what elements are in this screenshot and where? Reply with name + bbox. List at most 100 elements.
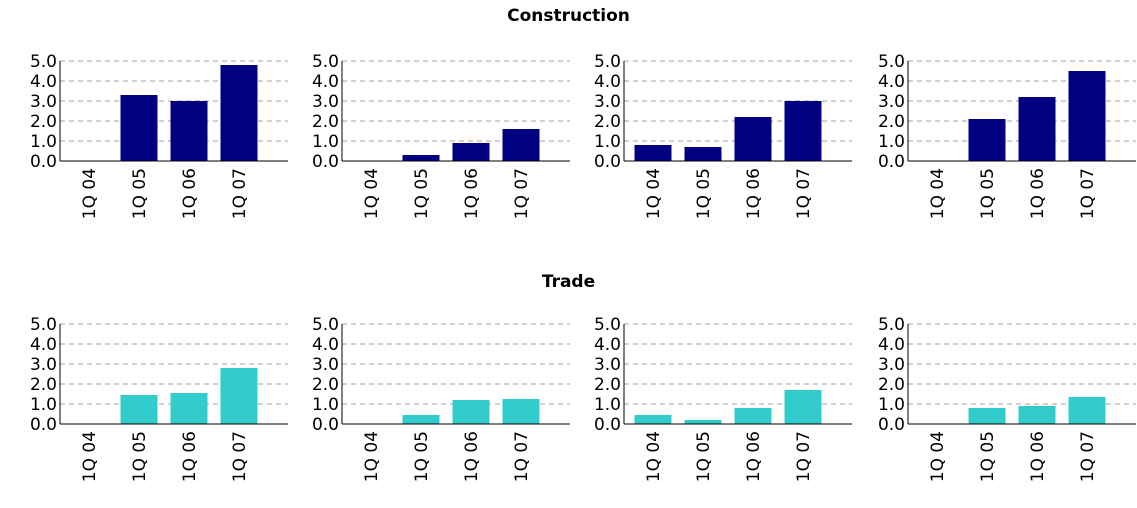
bar <box>734 117 772 161</box>
bar <box>220 65 258 161</box>
x-tick-label: 1Q 06 <box>1028 168 1048 219</box>
y-tick-label: 1.0 <box>594 132 621 152</box>
y-tick-label: 3.0 <box>594 92 621 112</box>
y-tick-label: 2.0 <box>30 375 57 395</box>
y-tick-label: 2.0 <box>594 375 621 395</box>
bar <box>452 400 490 424</box>
x-tick-label: 1Q 04 <box>80 431 100 482</box>
x-tick-label: 1Q 05 <box>412 168 432 219</box>
y-tick-label: 1.0 <box>878 395 905 415</box>
y-tick-label: 4.0 <box>312 72 339 92</box>
x-tick-label: 1Q 07 <box>794 168 814 219</box>
y-tick-label: 3.0 <box>878 355 905 375</box>
x-tick-label: 1Q 06 <box>462 431 482 482</box>
y-tick-label: 0.0 <box>30 415 57 435</box>
bar <box>120 95 158 161</box>
bar <box>220 368 258 424</box>
y-tick-label: 3.0 <box>878 92 905 112</box>
bar <box>684 420 722 424</box>
y-tick-label: 5.0 <box>594 52 621 72</box>
y-tick-label: 0.0 <box>594 152 621 172</box>
y-tick-label: 5.0 <box>878 315 905 335</box>
y-tick-label: 1.0 <box>30 132 57 152</box>
y-tick-label: 5.0 <box>30 315 57 335</box>
x-tick-label: 1Q 05 <box>978 168 998 219</box>
y-tick-label: 5.0 <box>312 52 339 72</box>
bar <box>502 399 540 424</box>
x-tick-label: 1Q 06 <box>744 431 764 482</box>
y-tick-label: 3.0 <box>30 355 57 375</box>
y-tick-label: 1.0 <box>312 132 339 152</box>
x-tick-label: 1Q 05 <box>412 431 432 482</box>
y-tick-label: 3.0 <box>594 355 621 375</box>
x-tick-label: 1Q 07 <box>512 168 532 219</box>
x-tick-label: 1Q 04 <box>644 168 664 219</box>
x-tick-label: 1Q 07 <box>512 431 532 482</box>
y-tick-label: 4.0 <box>594 72 621 92</box>
bar <box>634 415 672 424</box>
y-tick-label: 1.0 <box>594 395 621 415</box>
trade-title: Trade <box>541 272 596 292</box>
bar <box>170 101 208 161</box>
bar <box>684 147 722 161</box>
x-tick-label: 1Q 07 <box>1078 168 1098 219</box>
bar <box>1018 97 1056 161</box>
bar <box>502 129 540 161</box>
y-tick-label: 0.0 <box>30 152 57 172</box>
y-tick-label: 4.0 <box>594 335 621 355</box>
y-tick-label: 5.0 <box>312 315 339 335</box>
bar <box>634 145 672 161</box>
y-tick-label: 4.0 <box>30 72 57 92</box>
bar <box>170 393 208 424</box>
x-tick-label: 1Q 06 <box>180 168 200 219</box>
bar <box>968 119 1006 161</box>
bar <box>784 390 822 424</box>
y-tick-label: 2.0 <box>312 112 339 132</box>
y-tick-label: 1.0 <box>30 395 57 415</box>
x-tick-label: 1Q 06 <box>462 168 482 219</box>
bar <box>402 415 440 424</box>
y-tick-label: 5.0 <box>878 52 905 72</box>
y-tick-label: 5.0 <box>30 52 57 72</box>
y-tick-label: 2.0 <box>878 375 905 395</box>
bar <box>1018 406 1056 424</box>
y-tick-label: 2.0 <box>312 375 339 395</box>
y-tick-label: 4.0 <box>878 335 905 355</box>
x-tick-label: 1Q 04 <box>80 168 100 219</box>
y-tick-label: 0.0 <box>312 415 339 435</box>
x-tick-label: 1Q 07 <box>1078 431 1098 482</box>
bar <box>452 143 490 161</box>
bar <box>784 101 822 161</box>
y-tick-label: 0.0 <box>312 152 339 172</box>
construction-title: Construction <box>507 6 630 26</box>
x-tick-label: 1Q 04 <box>928 431 948 482</box>
x-tick-label: 1Q 04 <box>362 168 382 219</box>
y-tick-label: 2.0 <box>594 112 621 132</box>
x-tick-label: 1Q 05 <box>130 168 150 219</box>
x-tick-label: 1Q 07 <box>230 168 250 219</box>
y-tick-label: 3.0 <box>30 92 57 112</box>
y-tick-label: 2.0 <box>30 112 57 132</box>
x-tick-label: 1Q 06 <box>744 168 764 219</box>
x-tick-label: 1Q 04 <box>928 168 948 219</box>
y-tick-label: 0.0 <box>878 152 905 172</box>
bar <box>734 408 772 424</box>
y-tick-label: 4.0 <box>30 335 57 355</box>
y-tick-label: 3.0 <box>312 355 339 375</box>
x-tick-label: 1Q 05 <box>130 431 150 482</box>
bar <box>1068 397 1106 424</box>
y-tick-label: 3.0 <box>312 92 339 112</box>
x-tick-label: 1Q 04 <box>644 431 664 482</box>
y-tick-label: 1.0 <box>878 132 905 152</box>
x-tick-label: 1Q 06 <box>180 431 200 482</box>
y-tick-label: 4.0 <box>312 335 339 355</box>
bar <box>120 395 158 424</box>
x-tick-label: 1Q 06 <box>1028 431 1048 482</box>
y-tick-label: 0.0 <box>594 415 621 435</box>
x-tick-label: 1Q 07 <box>794 431 814 482</box>
y-tick-label: 2.0 <box>878 112 905 132</box>
bar <box>968 408 1006 424</box>
x-tick-label: 1Q 05 <box>978 431 998 482</box>
